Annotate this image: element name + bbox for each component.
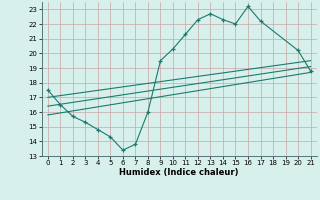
- X-axis label: Humidex (Indice chaleur): Humidex (Indice chaleur): [119, 168, 239, 177]
